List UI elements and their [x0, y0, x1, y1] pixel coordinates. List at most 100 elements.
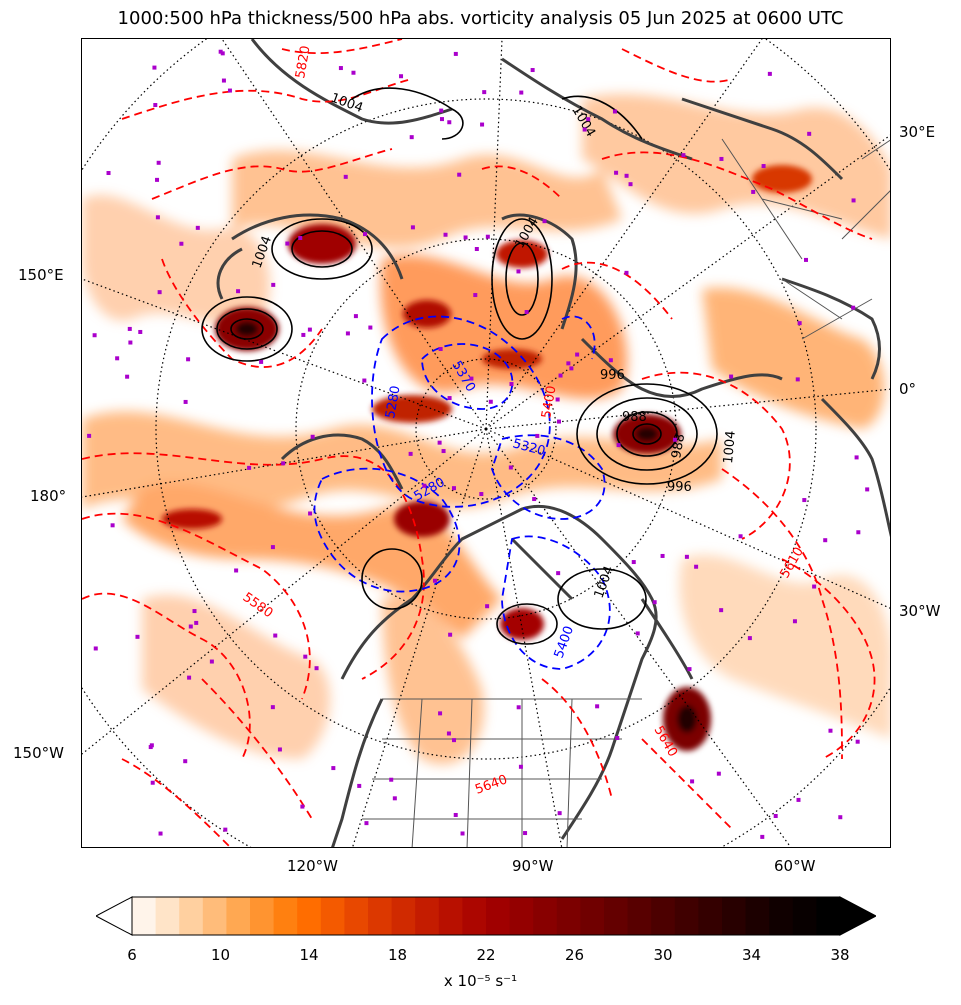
station-marker [115, 356, 120, 361]
station-marker [479, 492, 484, 497]
colorbar-max-arrow [839, 896, 878, 936]
colorbar [94, 896, 878, 936]
station-marker [747, 636, 752, 641]
station-marker [624, 173, 629, 178]
station-marker [314, 666, 319, 671]
colorbar-min-arrow [94, 896, 133, 936]
station-marker [310, 434, 315, 439]
station-marker [301, 332, 306, 337]
station-marker [148, 745, 153, 750]
colorbar-swatch [155, 897, 180, 935]
station-marker [518, 764, 523, 769]
thickness-label: 5610 [777, 545, 807, 581]
station-marker [410, 225, 415, 230]
station-marker [281, 461, 286, 466]
lon-label-150w: 150°W [13, 744, 64, 762]
station-marker [408, 451, 413, 456]
colorbar-swatch [792, 897, 817, 935]
station-marker [441, 449, 446, 454]
station-marker [473, 293, 478, 298]
station-marker [183, 399, 188, 404]
station-marker [179, 241, 184, 246]
station-marker [453, 812, 458, 817]
mslp-contours [201, 87, 718, 645]
colorbar-tick-label: 34 [741, 946, 762, 964]
station-marker [331, 766, 336, 771]
station-marker [298, 235, 303, 240]
station-marker [438, 346, 443, 351]
station-marker [158, 831, 163, 836]
colorbar-swatch [132, 897, 157, 935]
station-marker [392, 796, 397, 801]
station-marker [218, 49, 223, 54]
station-marker [719, 608, 724, 613]
station-marker [138, 329, 143, 334]
station-marker [183, 759, 188, 764]
station-marker [524, 310, 529, 315]
colorbar-gradient [94, 896, 878, 936]
station-marker [804, 257, 809, 262]
coastlines [216, 39, 890, 847]
station-marker [221, 78, 226, 83]
station-marker [485, 234, 490, 239]
colorbar-swatch [250, 897, 275, 935]
station-marker [357, 783, 362, 788]
colorbar-swatch [556, 897, 581, 935]
station-marker [608, 358, 613, 363]
station-marker [93, 646, 98, 651]
colorbar-swatch [415, 897, 440, 935]
station-marker [463, 235, 468, 240]
colorbar-tick-label: 26 [564, 946, 585, 964]
map-panel[interactable]: 5820 5580 5640 5640 5610 5400 5280 5280 … [81, 38, 891, 848]
colorbar-tick-label: 18 [387, 946, 408, 964]
station-marker [192, 609, 197, 614]
station-marker [684, 554, 689, 559]
station-marker [516, 269, 521, 274]
colorbar-units: x 10⁻⁵ s⁻¹ [443, 972, 518, 990]
colorbar-swatch [202, 897, 227, 935]
station-marker [482, 90, 487, 95]
station-marker [277, 747, 282, 752]
map-title: 1000:500 hPa thickness/500 hPa abs. vort… [117, 8, 844, 29]
station-marker [586, 117, 591, 122]
station-marker [451, 486, 456, 491]
station-marker [338, 66, 343, 71]
station-marker [812, 584, 817, 589]
lon-label-60w: 60°W [774, 857, 816, 875]
graticule [82, 39, 890, 847]
colorbar-swatch [651, 897, 676, 935]
station-marker [556, 419, 561, 424]
station-markers [87, 49, 870, 839]
station-marker [523, 831, 528, 836]
station-marker [447, 120, 452, 125]
station-marker [616, 443, 621, 448]
station-marker [362, 378, 367, 383]
station-marker [364, 821, 369, 826]
station-marker [687, 667, 692, 672]
station-marker [447, 396, 452, 401]
colorbar-swatch [722, 897, 747, 935]
station-marker [353, 314, 358, 319]
station-marker [628, 182, 633, 187]
station-marker [106, 171, 111, 176]
colorbar-tick-label: 38 [830, 946, 850, 964]
colorbar-tick-label: 10 [210, 946, 231, 964]
colorbar-swatch [179, 897, 204, 935]
station-marker [474, 247, 479, 252]
station-marker [308, 511, 313, 516]
pressure-label: 996 [600, 368, 625, 383]
station-marker [125, 374, 130, 379]
station-marker [432, 578, 437, 583]
station-marker [694, 564, 699, 569]
station-marker [186, 357, 191, 362]
station-marker [716, 771, 721, 776]
station-marker [569, 366, 574, 371]
station-marker [575, 352, 580, 357]
station-marker [797, 321, 802, 326]
colorbar-swatch [226, 897, 251, 935]
station-marker [409, 135, 414, 140]
station-marker [854, 455, 859, 460]
station-marker [300, 804, 305, 809]
station-marker [690, 779, 695, 784]
colorbar-swatch [674, 897, 699, 935]
